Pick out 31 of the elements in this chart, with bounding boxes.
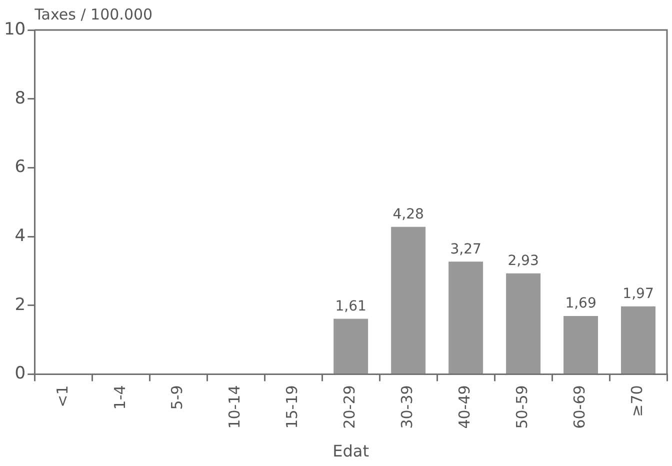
x-tick-label: 20-29 [340, 385, 359, 429]
x-tick-label: 30-39 [398, 385, 416, 429]
bar [334, 318, 368, 374]
y-tick-label: 0 [14, 364, 26, 384]
data-label: 1,97 [622, 286, 654, 302]
y-tick-label: 10 [4, 19, 26, 40]
x-tick-label: 10-14 [226, 385, 244, 429]
y-tick-label: 2 [14, 294, 26, 315]
x-tick-label: 50-59 [513, 385, 532, 429]
data-label: 4,28 [392, 206, 424, 223]
x-tick-label: 5-9 [168, 385, 186, 410]
y-tick-label: 8 [14, 88, 26, 108]
y-tick-label: 6 [14, 157, 26, 178]
bar [621, 306, 656, 374]
x-tick-label: ≥70 [628, 385, 646, 417]
x-axis-title: Edat [332, 442, 369, 461]
x-tick-label: 40-49 [456, 385, 474, 429]
x-tick-label: <1 [53, 385, 72, 408]
y-axis-title: Taxes / 100.000 [34, 5, 153, 24]
bar [564, 316, 598, 374]
x-tick-label: 1-4 [110, 385, 129, 410]
data-label: 3,27 [450, 241, 482, 258]
bar [506, 273, 541, 374]
data-label: 1,69 [565, 296, 596, 312]
data-label: 1,61 [335, 298, 366, 314]
bar [448, 262, 484, 374]
x-tick-label: 60-69 [570, 385, 589, 429]
data-label: 2,93 [508, 253, 539, 269]
bar [391, 226, 426, 374]
x-tick-label: 15-19 [283, 385, 302, 429]
y-tick-label: 4 [14, 226, 26, 246]
